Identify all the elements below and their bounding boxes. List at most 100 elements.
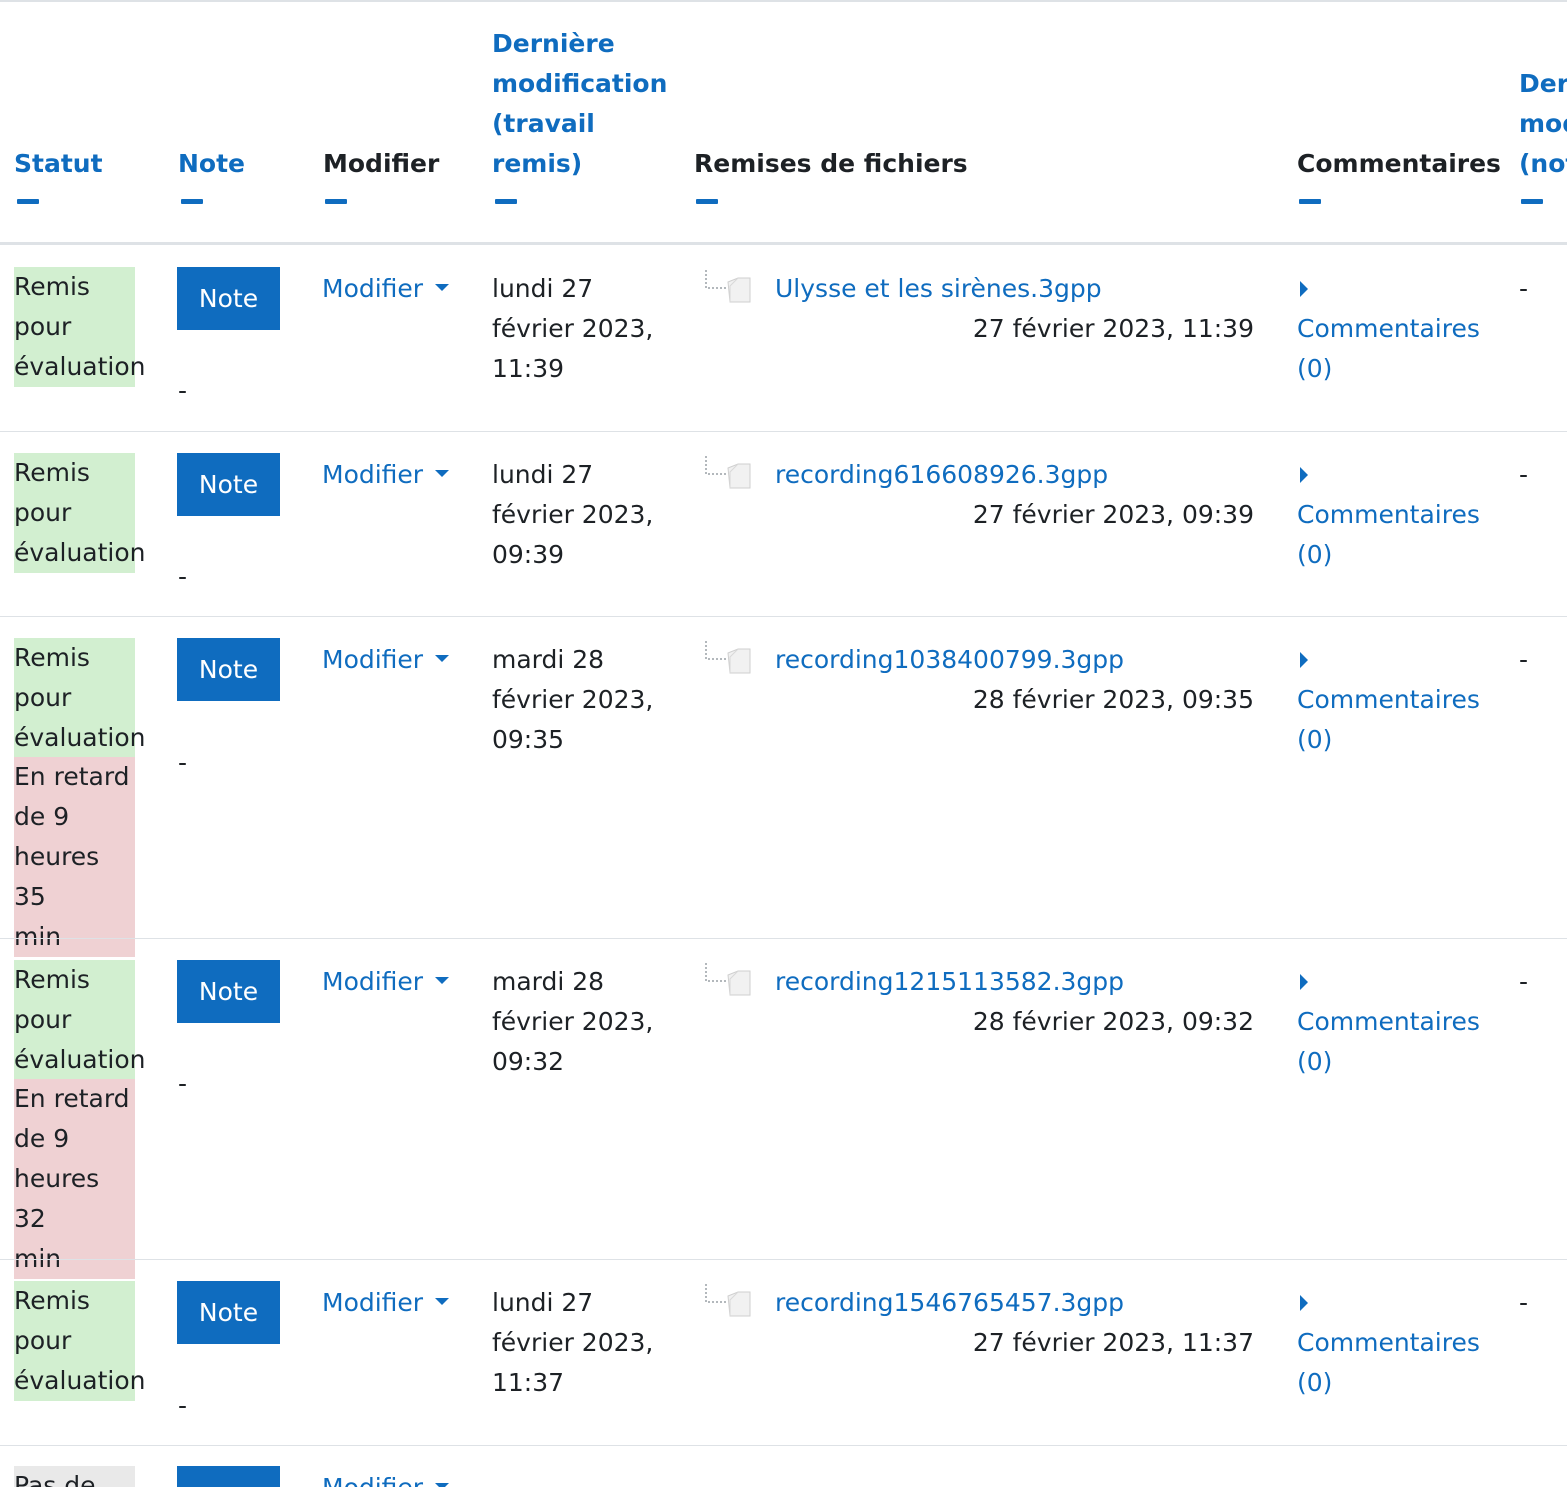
modifier-dropdown[interactable]: Modifier <box>322 269 450 309</box>
comments-link[interactable]: Commentaires (0) <box>1297 1002 1497 1082</box>
note-button[interactable]: Note <box>177 453 280 516</box>
header-line[interactable]: remis) <box>492 149 583 178</box>
status-line: évaluation <box>14 1366 146 1395</box>
file-link[interactable]: recording1038400799.3gpp <box>775 645 1125 674</box>
caret-down-icon[interactable] <box>435 976 450 984</box>
collapse-file-submissions-icon[interactable] <box>696 199 718 204</box>
header-line[interactable]: modification <box>492 69 668 98</box>
comments-count[interactable]: (0) <box>1297 1047 1333 1076</box>
date-line: 11:37 <box>492 1368 565 1397</box>
status-submitted-badge: Remis pour évaluation <box>14 453 146 573</box>
header-line[interactable]: Dernière <box>492 29 615 58</box>
status-line: pour <box>14 1005 72 1034</box>
file-link[interactable]: recording616608926.3gpp <box>775 460 1109 489</box>
comments-label[interactable]: Commentaires <box>1297 1328 1480 1357</box>
comments-link[interactable]: Commentaires (0) <box>1297 680 1497 760</box>
collapse-comments-icon[interactable] <box>1299 199 1321 204</box>
caret-right-icon[interactable] <box>1297 972 1311 992</box>
status-line: Remis <box>14 458 90 487</box>
grade-value: - <box>178 376 188 405</box>
column-header-status-label[interactable]: Statut <box>14 149 103 178</box>
collapse-status-icon[interactable] <box>17 199 39 204</box>
comments-count[interactable]: (0) <box>1297 1368 1333 1397</box>
header-line[interactable]: Dern <box>1519 69 1567 98</box>
header-line[interactable]: (not <box>1519 149 1567 178</box>
column-header-note-label[interactable]: Note <box>178 149 246 178</box>
comments-label[interactable]: Commentaires <box>1297 314 1480 343</box>
comments-link[interactable]: Commentaires (0) <box>1297 495 1497 575</box>
status-none-badge: Pas de <box>14 1466 135 1487</box>
date-line: février 2023, <box>492 314 654 343</box>
caret-right-icon[interactable] <box>1297 650 1311 670</box>
comments-link[interactable]: Commentaires (0) <box>1297 1323 1497 1403</box>
note-button[interactable]: Note <box>177 1281 280 1344</box>
column-header-status[interactable]: Statut <box>14 144 103 184</box>
status-line: évaluation <box>14 1045 146 1074</box>
collapse-last-modified-icon[interactable] <box>495 199 517 204</box>
file-link[interactable]: recording1546765457.3gpp <box>775 1288 1125 1317</box>
modifier-label[interactable]: Modifier <box>322 1473 423 1487</box>
caret-down-icon[interactable] <box>435 469 450 477</box>
caret-right-icon[interactable] <box>1297 1293 1311 1313</box>
date-line: février 2023, <box>492 685 654 714</box>
column-header-note[interactable]: Note <box>178 144 245 184</box>
caret-right-icon[interactable] <box>1297 279 1311 299</box>
status-late-badge: En retard de 9 heures 35 min <box>14 757 135 957</box>
column-header-last-modified-submission[interactable]: Dernière modification (travail remis) <box>492 24 682 184</box>
last-grade-modified: - <box>1519 1288 1529 1317</box>
collapse-note-icon[interactable] <box>181 199 203 204</box>
caret-right-icon[interactable] <box>1297 465 1311 485</box>
modifier-label[interactable]: Modifier <box>322 967 424 996</box>
date-line: lundi 27 <box>492 274 594 303</box>
caret-down-icon[interactable] <box>435 1482 450 1487</box>
collapse-last-modified-grade-icon[interactable] <box>1521 199 1543 204</box>
modifier-dropdown[interactable]: Modifier <box>322 962 450 1002</box>
modifier-dropdown[interactable]: Modifier <box>322 455 450 495</box>
date-line: 09:32 <box>492 1047 565 1076</box>
last-modified-date: lundi 27 février 2023, 09:39 <box>492 455 672 575</box>
file-tree-icon <box>705 1284 751 1317</box>
file-date: 27 février 2023, 09:39 <box>972 500 1254 529</box>
modifier-label[interactable]: Modifier <box>322 645 424 674</box>
collapse-modifier-icon[interactable] <box>325 199 347 204</box>
modifier-label[interactable]: Modifier <box>322 274 424 303</box>
comments-label[interactable]: Commentaires <box>1297 500 1480 529</box>
date-line: lundi 27 <box>492 460 594 489</box>
note-button[interactable]: Note <box>177 267 280 330</box>
date-line: février 2023, <box>492 1007 654 1036</box>
file-tree-icon <box>705 963 751 996</box>
status-submitted-badge: Remis pour évaluation <box>14 1281 146 1401</box>
date-line: 09:39 <box>492 540 565 569</box>
status-late-badge: En retard de 9 heures 32 min <box>14 1079 135 1279</box>
status-line: pour <box>14 1326 72 1355</box>
date-line: 09:35 <box>492 725 565 754</box>
modifier-dropdown[interactable]: Modifier <box>322 640 450 680</box>
file-link[interactable]: recording1215113582.3gpp <box>775 967 1125 996</box>
file-link[interactable]: Ulysse et les sirènes.3gpp <box>775 274 1102 303</box>
date-line: mardi 28 <box>492 645 605 674</box>
comments-label[interactable]: Commentaires <box>1297 685 1480 714</box>
column-header-last-modified-grade[interactable]: Dern mod (not <box>1519 64 1567 184</box>
caret-down-icon[interactable] <box>435 654 450 662</box>
last-modified-date: lundi 27 février 2023, 11:39 <box>492 269 672 389</box>
comments-count[interactable]: (0) <box>1297 540 1333 569</box>
header-line[interactable]: (travail <box>492 109 595 138</box>
comments-count[interactable]: (0) <box>1297 725 1333 754</box>
header-line[interactable]: mod <box>1519 109 1567 138</box>
comments-link[interactable]: Commentaires (0) <box>1297 309 1497 389</box>
modifier-label[interactable]: Modifier <box>322 1288 424 1317</box>
column-header-modifier: Modifier <box>323 144 439 184</box>
table-header: Statut Note Modifier Dernière modificati… <box>0 2 1567 242</box>
comments-label[interactable]: Commentaires <box>1297 1007 1480 1036</box>
caret-down-icon[interactable] <box>435 1297 450 1305</box>
modifier-dropdown[interactable]: Modifier <box>322 1468 450 1487</box>
note-button[interactable]: Note <box>177 960 280 1023</box>
modifier-label[interactable]: Modifier <box>322 460 424 489</box>
status-line: heures 32 <box>14 1164 100 1233</box>
note-button[interactable]: Note <box>177 638 280 701</box>
table-row: Pas de Note Modifier <box>0 1446 1567 1487</box>
modifier-dropdown[interactable]: Modifier <box>322 1283 450 1323</box>
caret-down-icon[interactable] <box>435 283 450 291</box>
note-button[interactable]: Note <box>177 1466 280 1487</box>
comments-count[interactable]: (0) <box>1297 354 1333 383</box>
